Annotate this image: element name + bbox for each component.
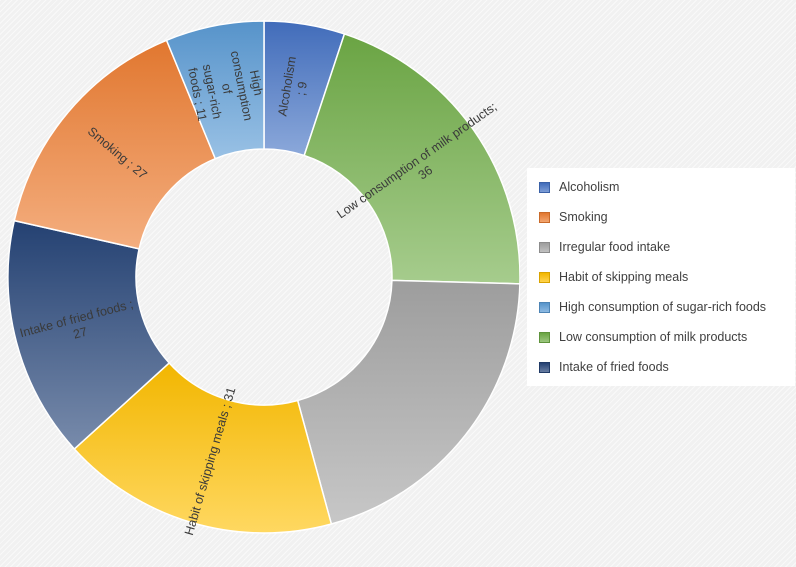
legend-swatch	[539, 211, 550, 223]
legend-label: Alcoholism	[559, 180, 620, 194]
legend-item-habit-of-skipping-meals: Habit of skipping meals	[539, 262, 795, 292]
slice-intake-of-fried-foods	[7, 219, 171, 451]
legend-swatch	[539, 301, 550, 313]
legend-item-low-consumption-of-milk-products: Low consumption of milk products	[539, 322, 795, 352]
legend-swatch	[539, 181, 550, 193]
legend-label: Low consumption of milk products	[559, 330, 748, 344]
legend-label: High consumption of sugar-rich foods	[559, 300, 767, 314]
slice-high-consumption-of-sugar-rich-foods	[165, 20, 265, 160]
legend-item-high-consumption-of-sugar-rich-foods: High consumption of sugar-rich foods	[539, 292, 795, 322]
slice-habit-of-skipping-meals	[73, 361, 333, 534]
legend-item-irregular-food-intake: Irregular food intake	[539, 232, 795, 262]
legend-swatch	[539, 331, 550, 343]
legend-swatch	[539, 361, 550, 373]
legend-swatch	[539, 271, 550, 283]
legend-item-alcoholism: Alcoholism	[539, 172, 795, 202]
slice-smoking	[13, 39, 217, 250]
legend-swatch	[539, 241, 550, 253]
legend-label: Habit of skipping meals	[559, 270, 689, 284]
legend-label: Smoking	[559, 210, 608, 224]
slice-low-consumption-of-milk-products	[303, 33, 520, 285]
slice-irregular-food-intake	[296, 279, 520, 525]
legend-item-intake-of-fried-foods: Intake of fried foods	[539, 352, 795, 382]
legend-label: Irregular food intake	[559, 240, 671, 254]
legend-label: Intake of fried foods	[559, 360, 669, 374]
donut-slices	[7, 20, 520, 534]
legend: Alcoholism Smoking Irregular food intake Ha…	[527, 168, 795, 386]
legend-item-smoking: Smoking	[539, 202, 795, 232]
